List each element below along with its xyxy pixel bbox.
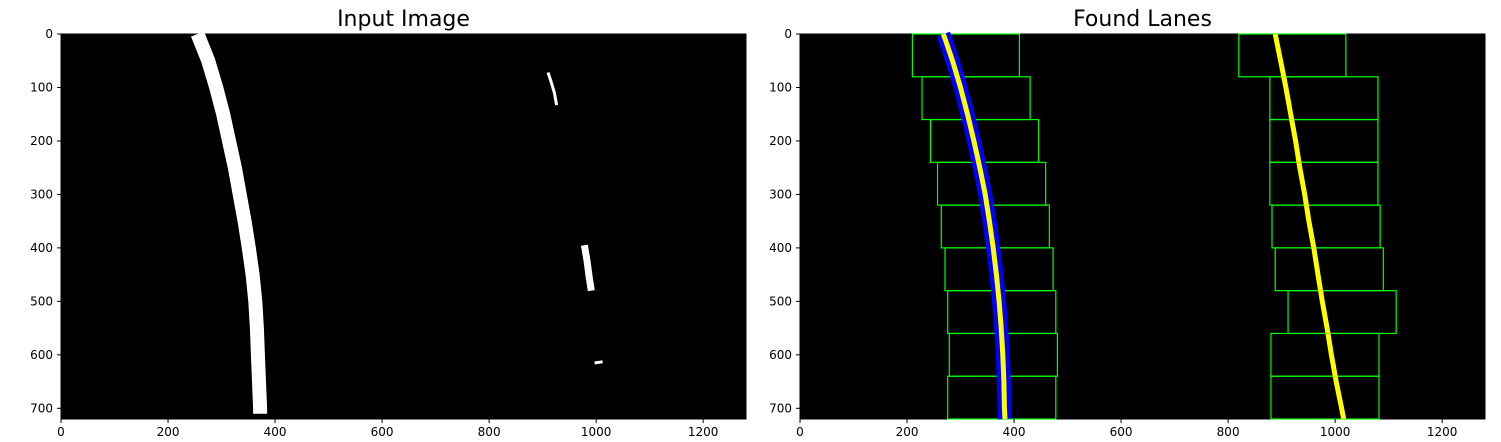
x-tick-label: 800 xyxy=(478,425,501,439)
x-tick-label: 600 xyxy=(371,425,394,439)
input-image-canvas xyxy=(60,33,747,420)
y-tick-label: 500 xyxy=(30,294,53,308)
x-tick-label: 200 xyxy=(157,425,180,439)
y-tick-label: 100 xyxy=(30,80,53,94)
y-tick-label: 400 xyxy=(769,241,792,255)
left-fit-line xyxy=(941,33,1008,420)
y-tick-label: 600 xyxy=(769,348,792,362)
input-image-panel: Input Image 0 200 400 600 800 1000 1200 0 100 20… xyxy=(30,7,747,439)
input-image-x-axis: 0 200 400 600 800 1000 1200 xyxy=(57,419,718,439)
x-tick-label: 400 xyxy=(1003,425,1026,439)
y-tick-label: 400 xyxy=(30,241,53,255)
right-fit-line xyxy=(1272,33,1347,420)
x-tick-label: 1200 xyxy=(1427,425,1458,439)
y-tick-label: 100 xyxy=(769,80,792,94)
y-tick-label: 0 xyxy=(784,27,792,41)
found-lanes-title: Found Lanes xyxy=(1073,7,1212,32)
found-lanes-x-axis: 0 200 400 600 800 1000 1200 xyxy=(796,419,1457,439)
found-lanes-canvas xyxy=(799,33,1486,420)
y-tick-label: 700 xyxy=(30,401,53,415)
y-tick-label: 200 xyxy=(30,134,53,148)
x-tick-label: 800 xyxy=(1217,425,1240,439)
right-lane-pixels xyxy=(594,360,603,365)
x-tick-label: 0 xyxy=(57,425,65,439)
x-tick-label: 0 xyxy=(796,425,804,439)
x-tick-label: 1000 xyxy=(1320,425,1351,439)
left-lane-pixels xyxy=(191,31,268,416)
x-tick-label: 400 xyxy=(264,425,287,439)
input-image-title: Input Image xyxy=(337,7,470,32)
x-tick-label: 1200 xyxy=(688,425,719,439)
y-tick-label: 0 xyxy=(45,27,53,41)
found-lanes-panel: Found Lanes 0 200 400 600 800 1000 1200 0 100 20… xyxy=(769,7,1486,439)
input-image-y-axis: 0 100 200 300 400 500 600 700 xyxy=(30,27,61,415)
y-tick-label: 700 xyxy=(769,401,792,415)
x-tick-label: 600 xyxy=(1110,425,1133,439)
y-tick-label: 300 xyxy=(30,187,53,201)
input-image-marks xyxy=(191,31,603,416)
right-search-window xyxy=(1270,375,1380,420)
found-lanes-y-axis: 0 100 200 300 400 500 600 700 xyxy=(769,27,800,415)
right-lane-pixels xyxy=(546,72,559,106)
y-tick-label: 600 xyxy=(30,348,53,362)
right-lane-pixels xyxy=(580,244,595,292)
y-tick-label: 500 xyxy=(769,294,792,308)
x-tick-label: 200 xyxy=(896,425,919,439)
y-tick-label: 300 xyxy=(769,187,792,201)
found-lanes-marks xyxy=(911,31,1397,420)
y-tick-label: 200 xyxy=(769,134,792,148)
x-tick-label: 1000 xyxy=(581,425,612,439)
